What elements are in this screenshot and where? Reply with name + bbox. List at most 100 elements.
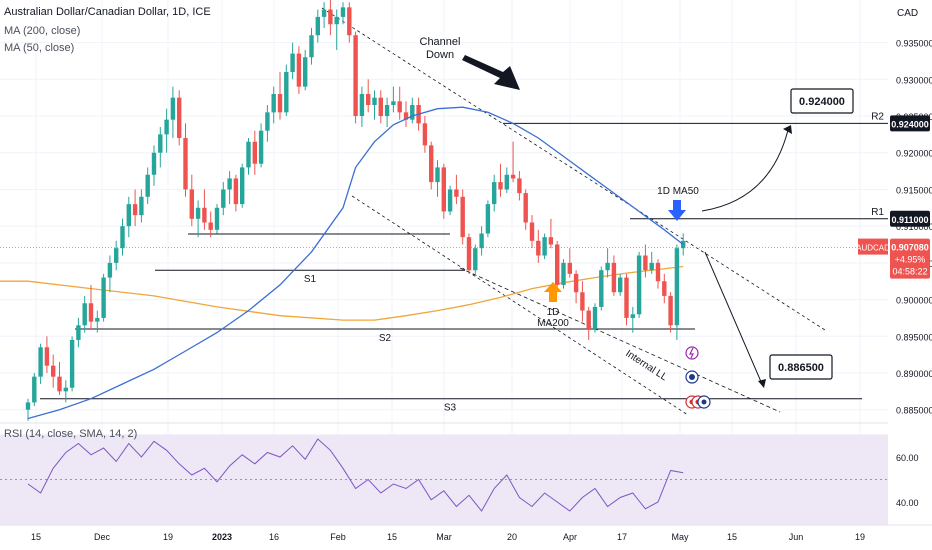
candle-body	[202, 207, 207, 223]
candle-body	[422, 123, 428, 146]
channel-lines	[321, 7, 826, 416]
target-high-label: 0.924000	[799, 96, 845, 108]
candle-99	[649, 251, 654, 274]
candle-body	[114, 248, 119, 263]
candle-body	[252, 141, 257, 164]
symbol-badge-label: AUDCAD	[856, 244, 890, 253]
time-tick: May	[671, 532, 689, 542]
candle-body	[303, 57, 308, 87]
candle-37	[258, 123, 264, 168]
candle-10	[88, 284, 94, 329]
candle-body	[674, 248, 680, 326]
candle-body	[334, 16, 339, 25]
candle-82	[542, 233, 547, 260]
time-axis[interactable]: 15 Dec 19 2023 16 Feb 15 Mar 20 Apr 17 May 15 Jun 19	[0, 524, 932, 542]
candle-72	[479, 226, 484, 256]
candle-body	[624, 277, 629, 318]
candle-body	[655, 262, 661, 282]
candle-body	[668, 295, 673, 326]
candle-28	[202, 189, 207, 230]
channel-lower-line	[351, 195, 689, 416]
candle-body	[221, 189, 226, 208]
time-tick: Mar	[436, 532, 452, 542]
candle-97	[636, 251, 642, 318]
time-tick: Dec	[94, 532, 111, 542]
lightning-glyph-icon	[689, 347, 694, 359]
ma200-label: MA200	[537, 318, 569, 329]
candle-body	[315, 16, 320, 36]
candle-59	[397, 86, 402, 120]
candle-body	[441, 167, 446, 212]
candle-body	[592, 306, 598, 329]
time-tick: 19	[855, 532, 865, 542]
candle-body	[277, 93, 283, 113]
candle-body	[183, 138, 188, 190]
projection-up-arrowhead-icon	[783, 125, 792, 134]
candle-54	[366, 79, 371, 113]
candle-81	[536, 229, 541, 263]
au-flag-fill-icon	[689, 374, 695, 380]
price-tick: 0.935000	[896, 39, 932, 49]
candle-80	[529, 215, 535, 249]
candle-body	[309, 35, 314, 58]
candle-body	[435, 167, 440, 183]
symbol-badge	[858, 238, 888, 255]
ca-flag-fill-icon	[701, 399, 707, 405]
time-tick: 17	[617, 532, 627, 542]
candle-75	[498, 163, 503, 197]
candle-body	[271, 93, 276, 113]
level-s2-label: S2	[379, 333, 392, 344]
candle-92	[605, 248, 610, 278]
candle-53	[359, 86, 365, 128]
candle-body	[139, 196, 144, 216]
rsi-line	[27, 438, 684, 512]
candle-body	[101, 277, 106, 318]
candle-86	[567, 248, 572, 278]
candle-64	[429, 141, 434, 190]
candle-43	[296, 46, 302, 94]
candle-body	[529, 222, 535, 241]
candle-57	[384, 97, 390, 128]
candle-4	[51, 354, 56, 388]
candle-body	[107, 262, 113, 278]
candle-body	[636, 255, 642, 315]
target-low-label: 0.886500	[778, 362, 824, 374]
candle-77	[510, 141, 516, 183]
price-tick: 0.920000	[896, 149, 932, 159]
time-tick: 20	[507, 532, 517, 542]
candle-body	[662, 281, 667, 296]
candle-60	[403, 101, 409, 128]
candle-85	[561, 259, 566, 289]
candle-79	[523, 189, 528, 230]
candle-body	[586, 310, 591, 329]
ma50-legend: MA (50, close)	[4, 42, 75, 54]
price-tick: 0.890000	[896, 369, 932, 379]
support-resistance-levels: R2 R1 S1 S2 S3	[40, 111, 888, 414]
candle-body	[25, 402, 31, 410]
candle-body	[447, 189, 453, 212]
candle-5	[57, 361, 62, 396]
projection-up-path	[701, 129, 789, 212]
ma200-arrow-icon	[544, 282, 562, 302]
candle-body	[611, 262, 617, 293]
rsi-tick: 40.00	[896, 498, 919, 508]
candle-body	[359, 93, 365, 117]
candle-20	[151, 145, 157, 186]
rsi-axis: 60.00 40.00	[896, 453, 919, 508]
candle-body	[240, 167, 245, 205]
candle-body	[384, 105, 390, 117]
projection-down-path	[704, 251, 763, 385]
candle-body	[38, 347, 43, 377]
candle-body	[132, 204, 138, 216]
candle-61	[410, 97, 415, 124]
candle-56	[378, 90, 383, 124]
r2-badge	[890, 115, 930, 132]
candle-95	[624, 273, 629, 326]
current-price-label: 0.907080	[891, 243, 929, 253]
candle-body	[145, 174, 150, 197]
candle-body	[580, 292, 585, 311]
candle-body	[170, 97, 176, 120]
